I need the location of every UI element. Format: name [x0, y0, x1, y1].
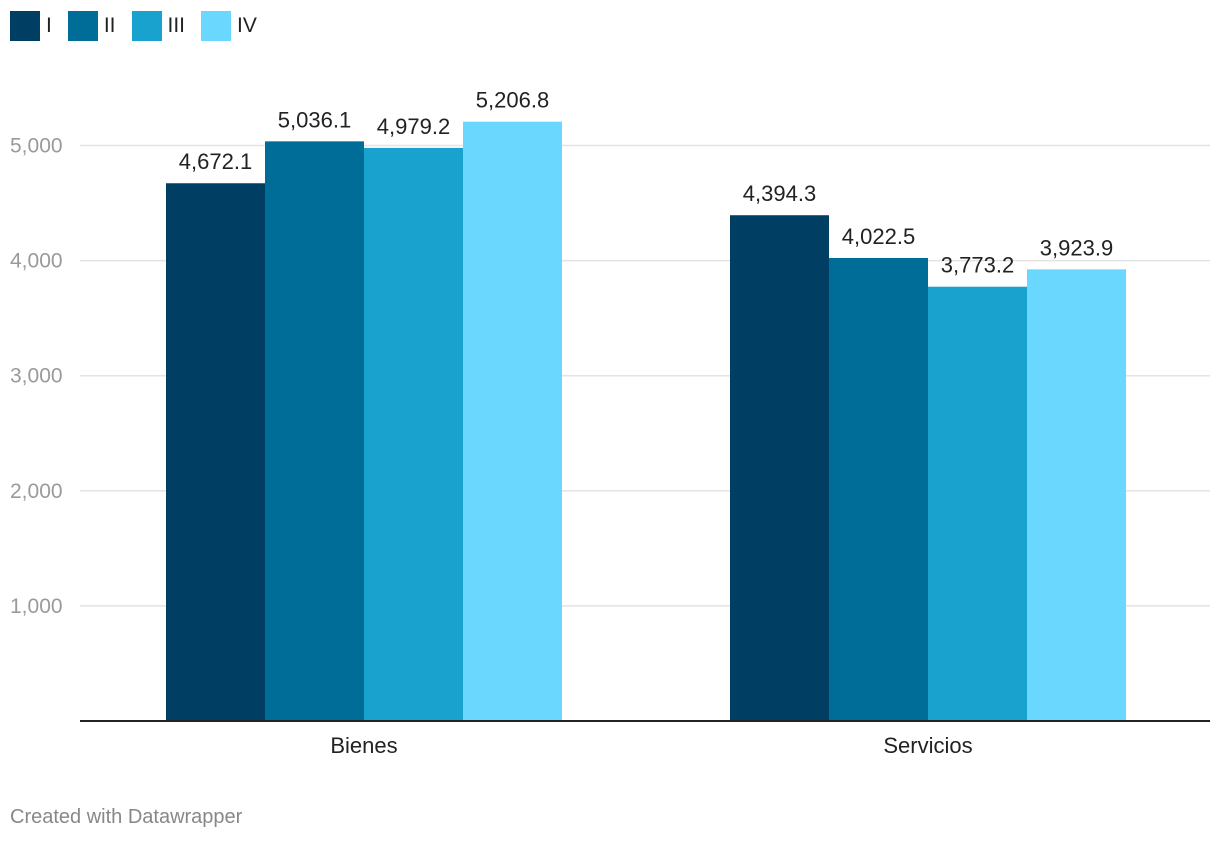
data-label: 4,394.3: [743, 181, 816, 206]
x-category-label: Bienes: [330, 733, 397, 758]
data-label: 4,979.2: [377, 114, 450, 139]
bar-I-bienes: [166, 183, 265, 722]
data-label: 5,206.8: [476, 88, 549, 113]
y-tick-label: 4,000: [10, 250, 63, 273]
data-label: 4,672.1: [179, 149, 252, 174]
data-label: 5,036.1: [278, 107, 351, 132]
bar-II-servicios: [829, 258, 928, 721]
legend-swatch: [67, 11, 98, 41]
legend-label: IV: [237, 14, 257, 37]
legend-label: I: [46, 14, 52, 37]
legend-item-III: III: [131, 11, 186, 41]
legend-swatch: [131, 11, 162, 41]
chart-legend: I II III IV: [10, 10, 273, 42]
legend-label: III: [167, 14, 186, 37]
legend-swatch: [201, 11, 232, 41]
data-label: 3,923.9: [1040, 235, 1113, 260]
legend-item-IV: IV: [201, 11, 257, 41]
credit-footer: Created with Datawrapper: [10, 806, 243, 828]
data-label: 4,022.5: [842, 224, 915, 249]
legend-item-II: II: [67, 11, 116, 41]
bar-II-bienes: [265, 141, 364, 721]
bar-IV-bienes: [463, 121, 562, 721]
y-tick-label: 5,000: [10, 135, 63, 158]
legend-item-I: I: [10, 11, 52, 41]
data-label: 3,773.2: [941, 253, 1014, 278]
bar-IV-servicios: [1027, 269, 1126, 721]
bar-III-bienes: [364, 147, 463, 722]
y-tick-label: 2,000: [10, 480, 63, 503]
legend-label: II: [103, 14, 116, 37]
y-tick-label: 1,000: [10, 595, 63, 618]
x-category-label: Servicios: [883, 733, 972, 758]
legend-swatch: [10, 11, 40, 41]
bar-I-servicios: [730, 215, 829, 721]
bar-III-servicios: [928, 286, 1027, 721]
y-tick-label: 3,000: [10, 365, 63, 388]
